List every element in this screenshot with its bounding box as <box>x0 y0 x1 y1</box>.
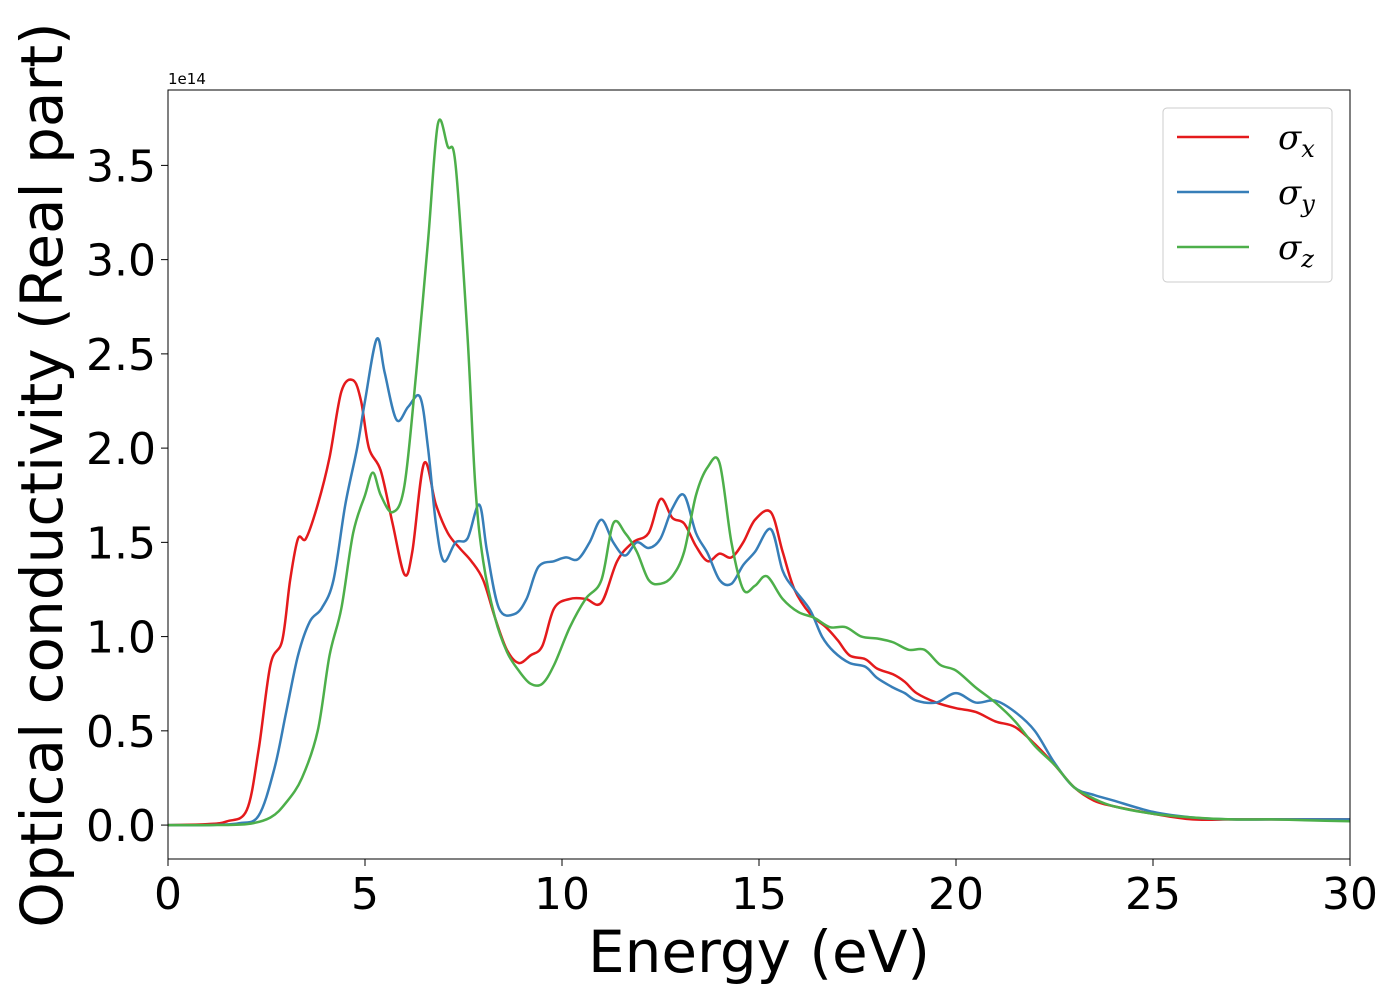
y-tick-label: 3.5 <box>86 141 156 192</box>
y-axis-title: Optical conductivity (Real part) <box>8 22 76 927</box>
y-tick-label: 2.0 <box>86 424 156 475</box>
x-tick-label: 0 <box>154 869 182 920</box>
y-tick-label: 0.5 <box>86 707 156 758</box>
x-axis-title: Energy (eV) <box>588 918 930 986</box>
x-axis: 0 5 10 15 20 25 30 <box>154 859 1378 920</box>
legend-entries: σx σy σz <box>1177 118 1315 273</box>
legend: σx σy σz <box>1162 107 1333 283</box>
series-line-x <box>168 378 1350 827</box>
y-tick-label: 1.5 <box>86 518 156 569</box>
x-tick-label: 25 <box>1125 869 1181 920</box>
y-tick-label: 2.5 <box>86 330 156 381</box>
y-tick-label: 3.0 <box>86 236 156 287</box>
legend-box <box>1162 107 1333 283</box>
y-axis: 0.0 0.5 1.0 1.5 2.0 2.5 3.0 3.5 <box>86 141 168 852</box>
legend-label-z: σz <box>1278 228 1314 273</box>
legend-label-y: σy <box>1278 173 1315 218</box>
x-tick-label: 30 <box>1322 869 1378 920</box>
series-line-y <box>168 337 1350 827</box>
y-offset-text: 1e14 <box>168 70 206 88</box>
y-tick-label: 1.0 <box>86 613 156 664</box>
series-layer <box>168 118 1350 827</box>
y-tick-label: 0.0 <box>86 801 156 852</box>
legend-label-x: σx <box>1278 118 1315 163</box>
plot-area <box>168 90 1350 859</box>
x-tick-label: 10 <box>534 869 590 920</box>
series-line-z <box>168 118 1350 827</box>
x-tick-label: 20 <box>928 869 984 920</box>
x-tick-label: 5 <box>351 869 379 920</box>
x-tick-label: 15 <box>731 869 787 920</box>
